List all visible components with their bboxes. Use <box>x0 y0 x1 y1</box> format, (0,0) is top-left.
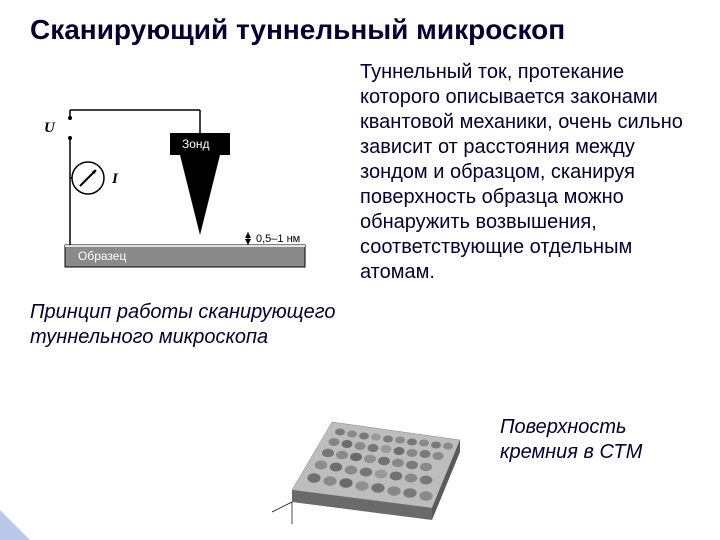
gap-arrow-down <box>245 239 251 245</box>
label-sample: Образец <box>78 249 126 263</box>
caption-surface: Поверхность кремния в СТМ <box>500 415 700 465</box>
u-gap <box>62 118 78 138</box>
label-i: I <box>111 171 119 187</box>
sample-highlight <box>65 245 305 247</box>
label-gap: 0,5–1 нм <box>256 233 300 245</box>
label-u: U <box>44 120 56 136</box>
body-paragraph: Туннельный ток, протекание которого опис… <box>360 60 700 285</box>
gap-arrow-up <box>245 232 251 238</box>
label-probe: Зонд <box>182 137 210 151</box>
stm-surface-image <box>250 380 475 530</box>
slide-title: Сканирующий туннельный микроскоп <box>30 14 565 46</box>
node-top <box>68 116 72 120</box>
principle-diagram: U I Зонд 0,5–1 нм Образец <box>30 100 320 285</box>
caption-diagram: Принцип работы сканирующего туннельного … <box>30 300 340 350</box>
slide-corner-accent <box>0 510 30 540</box>
node-bot <box>68 136 72 140</box>
probe-tip <box>180 155 220 235</box>
axis-x <box>272 502 292 512</box>
